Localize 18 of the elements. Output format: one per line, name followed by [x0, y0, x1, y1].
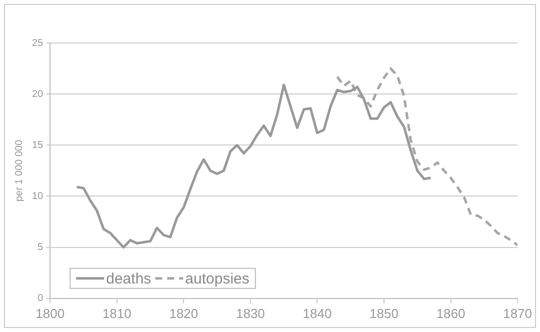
x-tick-label: 1870	[503, 306, 532, 321]
x-tick-label: 1860	[436, 306, 466, 321]
x-tick-label: 1840	[302, 306, 332, 321]
y-tick-label: 15	[32, 140, 44, 151]
x-tick-label: 1850	[370, 306, 398, 321]
y-tick-label: 0	[38, 293, 44, 304]
legend-label: deaths	[106, 270, 152, 288]
x-tick-label: 1830	[236, 306, 265, 321]
y-tick-label: 5	[38, 242, 44, 254]
legend-label: autopsies	[185, 270, 250, 288]
y-tick-label: 10	[32, 190, 44, 202]
line-series	[336, 67, 518, 247]
y-tick-label: 20	[32, 88, 44, 100]
y-axis-title: per 1 000 000	[14, 139, 25, 202]
x-tick-label: 1810	[102, 306, 132, 321]
x-tick-label: 1800	[36, 306, 65, 321]
y-tick-label: 25	[32, 38, 44, 49]
x-tick-label: 1820	[169, 306, 198, 321]
